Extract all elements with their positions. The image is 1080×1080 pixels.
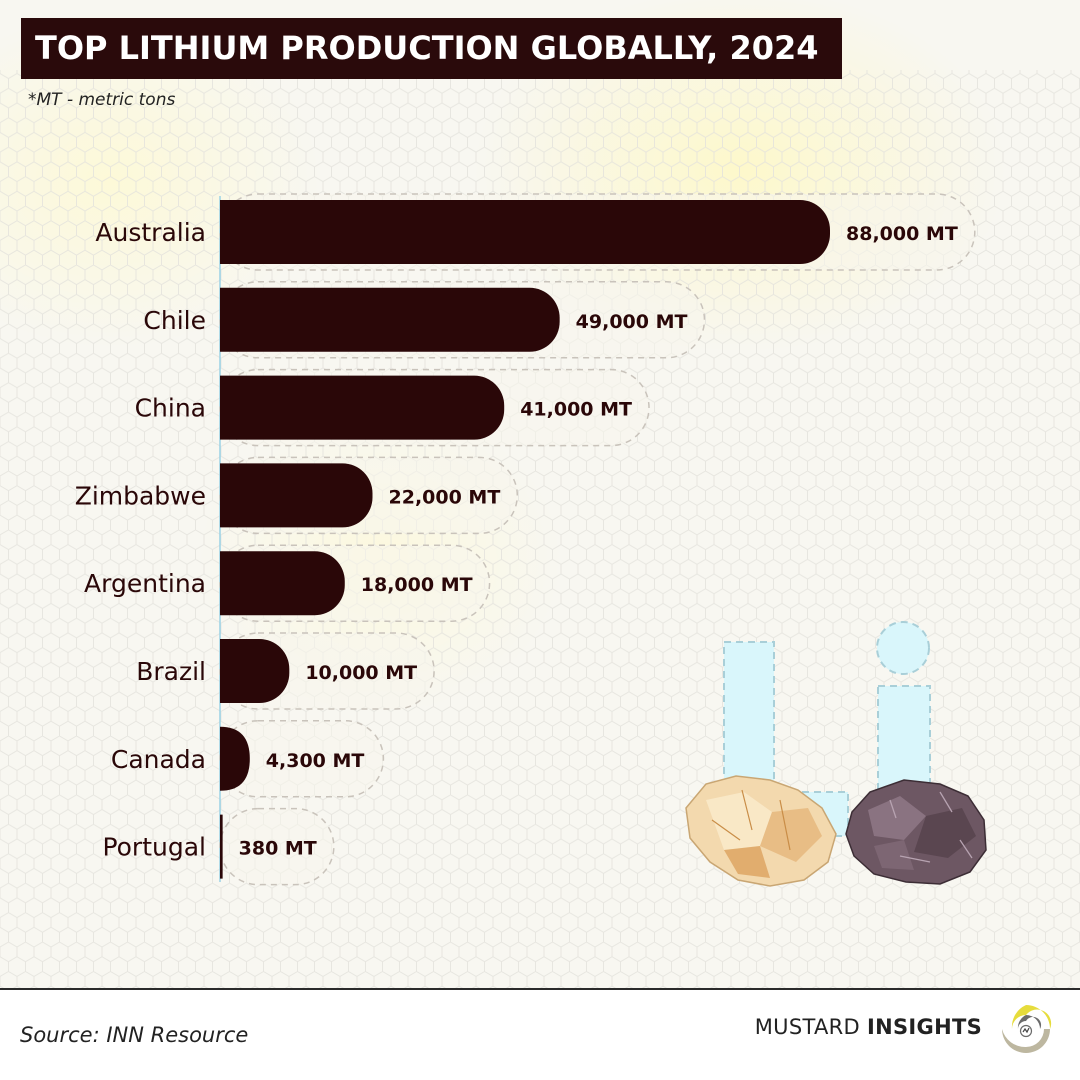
bar-chile (220, 287, 560, 352)
brand-name-regular: MUSTARD (754, 1015, 861, 1039)
footer-divider (0, 988, 1080, 990)
category-label-portugal: Portugal (102, 833, 206, 862)
bar-portugal (220, 814, 223, 879)
category-label-brazil: Brazil (136, 657, 206, 686)
category-label-zimbabwe: Zimbabwe (75, 481, 206, 510)
bar-zimbabwe (220, 463, 373, 528)
units-footnote: *MT - metric tons (28, 90, 176, 110)
category-label-australia: Australia (95, 218, 206, 247)
value-label-portugal: 380 MT (239, 838, 317, 860)
brand-name: MUSTARD INSIGHTS (755, 1015, 982, 1039)
value-label-china: 41,000 MT (520, 399, 632, 421)
bar-chart: Australia 88,000 MT Chile 49,000 MT China 41,… (75, 193, 976, 886)
value-label-argentina: 18,000 MT (361, 574, 473, 596)
brand-name-bold: INSIGHTS (867, 1015, 982, 1039)
footer (0, 990, 1080, 1080)
value-label-canada: 4,300 MT (266, 750, 365, 772)
bar-australia (220, 200, 830, 264)
value-label-chile: 49,000 MT (576, 311, 688, 333)
category-label-china: China (135, 394, 206, 423)
category-label-chile: Chile (143, 306, 206, 335)
source-note: Source: INN Resource (20, 1023, 249, 1047)
bar-brazil (220, 639, 290, 703)
bar-canada (220, 726, 250, 791)
value-label-brazil: 10,000 MT (305, 662, 417, 684)
chart-title: TOP LITHIUM PRODUCTION GLOBALLY, 2024 (21, 18, 842, 79)
category-label-argentina: Argentina (84, 569, 206, 598)
category-label-canada: Canada (111, 745, 206, 774)
bar-china (220, 375, 505, 440)
value-label-australia: 88,000 MT (846, 223, 958, 245)
bar-argentina (220, 551, 345, 616)
mustard-swirl-icon (1000, 1003, 1052, 1055)
value-label-zimbabwe: 22,000 MT (389, 486, 501, 508)
